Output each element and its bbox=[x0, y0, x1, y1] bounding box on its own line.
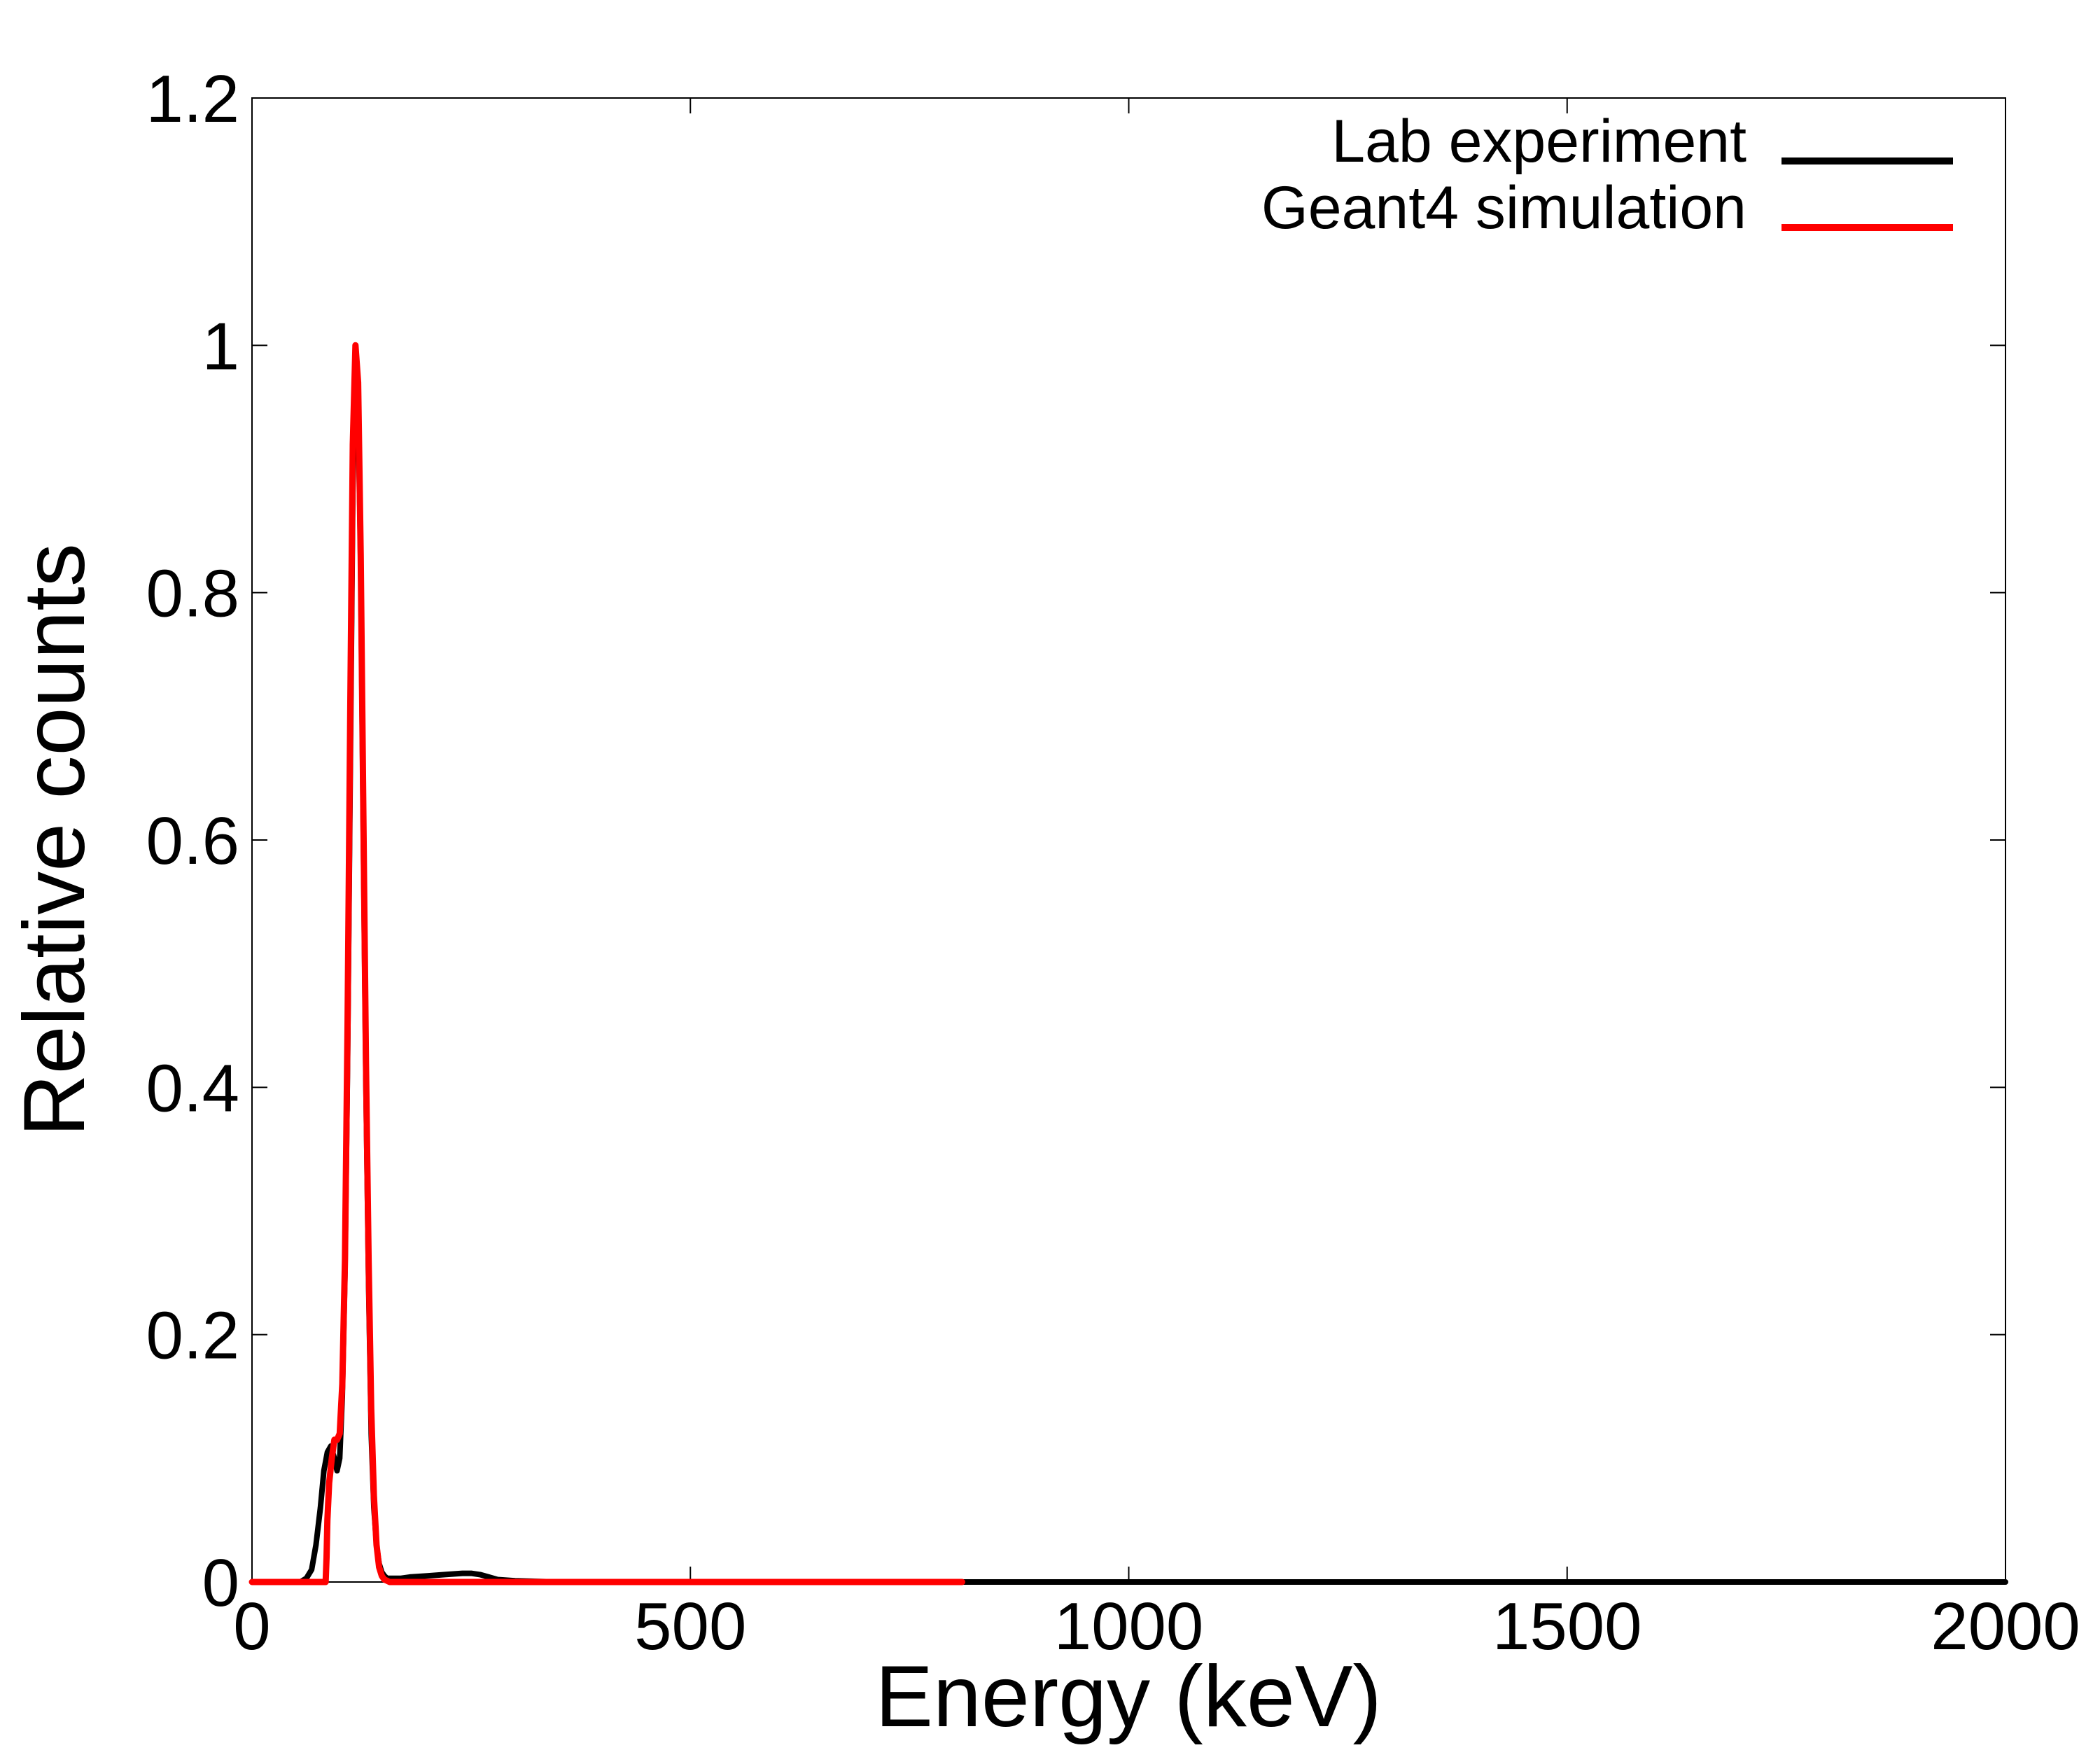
y-tick-label: 0 bbox=[202, 1546, 239, 1620]
x-axis-label: Energy (keV) bbox=[875, 1648, 1382, 1745]
y-tick-label: 0.6 bbox=[146, 804, 239, 878]
series-lines bbox=[248, 342, 2008, 1586]
x-tick-label: 2000 bbox=[1931, 1589, 2080, 1664]
x-tick-label: 1500 bbox=[1492, 1589, 1642, 1664]
y-axis-label: Relative counts bbox=[6, 543, 103, 1137]
x-tick-label: 1000 bbox=[1054, 1589, 1204, 1664]
series-line-lab-experiment bbox=[249, 355, 2008, 1585]
y-tick-label: 1.2 bbox=[146, 62, 239, 136]
axis-ticks: 0 500 1000 1500 2000 0 0.2 0.4 0.6 0.8 1 1.2 bbox=[146, 62, 2080, 1664]
x-tick-label: 0 bbox=[233, 1589, 270, 1664]
x-tick-label: 500 bbox=[634, 1589, 746, 1664]
plot-frame bbox=[251, 97, 2006, 1583]
legend-label: Lab experiment bbox=[1331, 108, 1746, 175]
y-tick-label: 0.2 bbox=[146, 1298, 239, 1373]
y-tick-label: 1 bbox=[202, 309, 239, 384]
y-tick-label: 0.8 bbox=[146, 556, 239, 631]
series-line-geant4-simulation bbox=[248, 342, 965, 1586]
y-tick-label: 0.4 bbox=[146, 1051, 239, 1126]
legend-label: Geant4 simulation bbox=[1261, 174, 1746, 241]
